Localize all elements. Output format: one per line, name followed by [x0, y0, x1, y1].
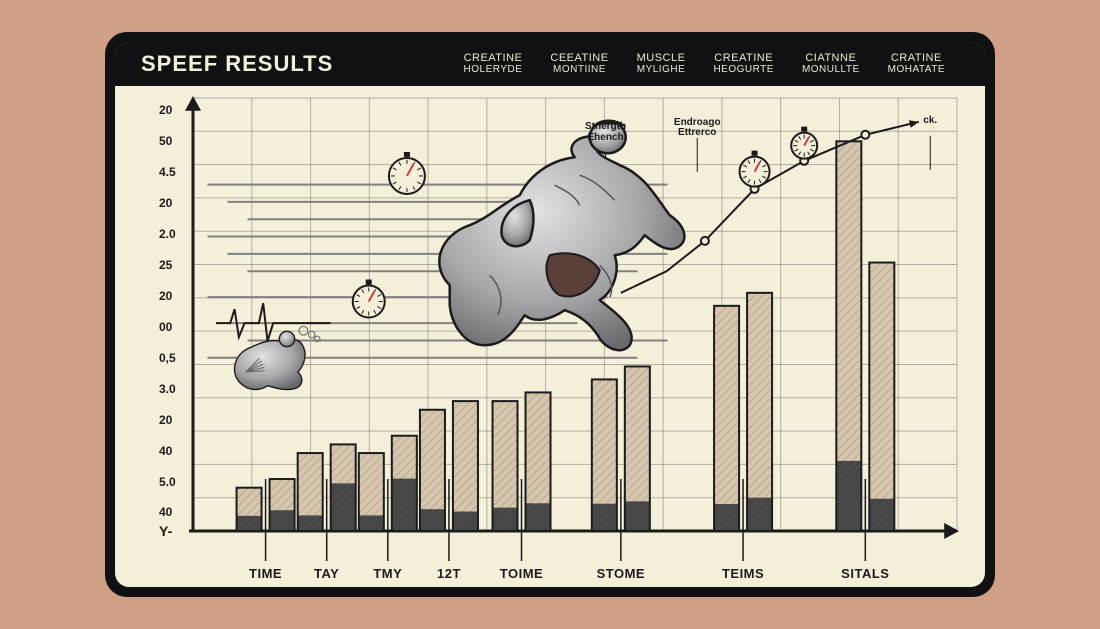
chart-legend: CreatineHoleryde CeeatineMontiine MuscleMy…	[333, 53, 985, 75]
y-axis-tick-label: 50	[159, 134, 172, 148]
chart-header: SPEEF RESULTS CreatineHoleryde CeeatineMo…	[115, 42, 985, 86]
x-axis-tick-label: TOIME	[500, 566, 543, 581]
legend-item: CreatineHoleryde	[464, 53, 523, 75]
y-axis-tick-label: 40	[159, 505, 172, 519]
y-axis-tick-label: 40	[159, 444, 172, 458]
chart-svg	[115, 86, 985, 587]
stopwatch-icon	[740, 151, 770, 187]
y-axis-tick-label: 20	[159, 103, 172, 117]
x-axis-tick-label: TEIMS	[722, 566, 764, 581]
legend-item: CratineMohatate	[888, 53, 945, 75]
y-axis-tick-label: 5.0	[159, 475, 176, 489]
legend-item: CeeatineMontiine	[550, 53, 608, 75]
runner-figure	[439, 119, 684, 350]
chart-title: SPEEF RESULTS	[115, 51, 333, 77]
y-axis-tick-label: 20	[159, 196, 172, 210]
x-axis-tick-label: 12T	[437, 566, 461, 581]
x-axis-tick-label: TAY	[314, 566, 339, 581]
y-axis-tick-label: 2.0	[159, 227, 176, 241]
y-axis-tick-label: 20	[159, 413, 172, 427]
callout-label: EndroagoEttrerco	[674, 118, 721, 139]
y-axis-tick-label: 3.0	[159, 382, 176, 396]
legend-item: MuscleMylighe	[637, 53, 686, 75]
stopwatch-icon	[353, 280, 385, 318]
y-axis-origin-label: Y-	[159, 523, 172, 539]
x-axis-tick-label: TMY	[373, 566, 402, 581]
x-axis-tick-label: TIME	[249, 566, 282, 581]
stage: SPEEF RESULTS CreatineHoleryde CeeatineMo…	[0, 0, 1100, 629]
stopwatch-icon	[389, 152, 425, 194]
y-axis-tick-label: 0,5	[159, 351, 176, 365]
callout-label: StnergthEhench	[585, 122, 626, 143]
y-axis-tick-label: 00	[159, 320, 172, 334]
callout-label: ck.	[923, 116, 937, 127]
y-axis-tick-label: 20	[159, 289, 172, 303]
legend-item: CiatnneMonullte	[802, 53, 860, 75]
chart-plot-area: 20 50 4.5 20 2.0 25 20 00 0,5 3.0 20 40 5.0 40 Y- TIME T…	[115, 86, 985, 587]
y-axis-tick-label: 25	[159, 258, 172, 272]
x-axis-tick-label: SITALS	[841, 566, 889, 581]
chart-panel-inner: SPEEF RESULTS CreatineHoleryde CeeatineMo…	[115, 42, 985, 587]
legend-item: CreatineHeogurte	[713, 53, 774, 75]
x-axis-tick-label: STOME	[597, 566, 646, 581]
y-axis-tick-label: 4.5	[159, 165, 176, 179]
chart-panel: SPEEF RESULTS CreatineHoleryde CeeatineMo…	[105, 32, 995, 597]
